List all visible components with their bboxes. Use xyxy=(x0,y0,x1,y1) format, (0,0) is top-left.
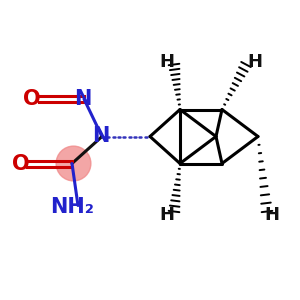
Text: O: O xyxy=(23,89,40,109)
Text: H: H xyxy=(264,206,279,224)
Text: H: H xyxy=(159,53,174,71)
Text: H: H xyxy=(159,206,174,224)
Text: O: O xyxy=(12,154,29,173)
Text: NH₂: NH₂ xyxy=(50,197,94,217)
Circle shape xyxy=(56,146,91,181)
Text: N: N xyxy=(74,89,91,109)
Text: H: H xyxy=(248,53,262,71)
Text: N: N xyxy=(92,126,109,146)
